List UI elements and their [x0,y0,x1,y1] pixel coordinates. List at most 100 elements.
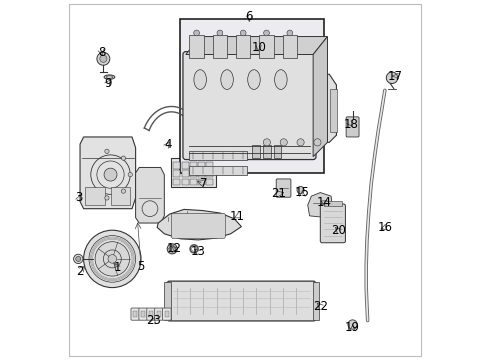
Circle shape [97,52,110,65]
Bar [259,35,274,58]
Circle shape [264,30,270,36]
Circle shape [128,172,132,177]
Bar [181,162,189,168]
Bar [165,311,169,317]
Bar [206,162,213,168]
Circle shape [297,139,304,146]
Text: 16: 16 [378,221,393,234]
FancyBboxPatch shape [346,117,359,137]
Text: 11: 11 [230,210,245,223]
Bar [157,311,161,317]
FancyBboxPatch shape [292,84,306,140]
Circle shape [76,256,81,261]
Polygon shape [157,210,242,240]
Circle shape [280,139,287,146]
FancyBboxPatch shape [155,308,163,320]
FancyBboxPatch shape [275,84,289,140]
Circle shape [263,139,270,146]
Circle shape [348,320,357,329]
Bar [85,187,105,205]
Text: 12: 12 [167,242,181,255]
Bar [263,145,270,158]
Circle shape [121,189,125,193]
Circle shape [240,30,246,36]
Circle shape [108,255,117,263]
Bar [283,35,297,58]
Text: 18: 18 [343,118,358,131]
Bar [190,179,197,185]
FancyBboxPatch shape [320,204,345,243]
Circle shape [100,55,107,62]
Bar [245,89,253,132]
Bar [190,151,246,160]
Text: 5: 5 [137,260,145,273]
Text: 14: 14 [317,196,331,209]
Bar [206,179,213,185]
Circle shape [314,139,321,146]
Bar [190,170,197,177]
Bar [173,170,180,177]
Circle shape [287,30,293,36]
Bar [213,35,227,58]
Bar [164,282,171,320]
Bar [198,162,205,168]
Text: 23: 23 [146,314,161,327]
Bar [206,170,213,177]
Bar [149,311,153,317]
Bar [313,282,318,320]
Text: 13: 13 [190,245,205,258]
Bar [111,187,130,205]
FancyBboxPatch shape [163,308,171,320]
Ellipse shape [247,70,260,89]
Text: 20: 20 [332,224,346,238]
Circle shape [386,72,398,84]
Circle shape [169,246,175,252]
Bar [273,145,281,158]
Circle shape [105,149,109,153]
Polygon shape [248,74,337,146]
Text: 4: 4 [164,138,171,150]
Polygon shape [186,37,327,54]
Bar [133,311,137,317]
Bar [324,201,342,206]
Text: 8: 8 [98,46,105,59]
Circle shape [167,244,177,254]
Ellipse shape [221,70,233,89]
Text: 7: 7 [200,177,207,190]
Circle shape [95,242,129,276]
Bar [190,162,197,168]
Bar [172,158,216,187]
Circle shape [297,186,304,194]
Text: 6: 6 [245,10,253,23]
Polygon shape [136,167,164,223]
Bar [236,35,250,58]
Bar [190,166,246,175]
Bar [330,89,337,132]
Text: 3: 3 [75,192,83,204]
Bar [180,19,324,173]
Bar [173,162,180,168]
Circle shape [217,30,223,36]
Circle shape [74,254,83,264]
FancyBboxPatch shape [131,308,140,320]
Bar [141,311,145,317]
Bar [252,145,260,158]
Polygon shape [80,137,136,209]
FancyBboxPatch shape [183,51,316,159]
Bar [181,170,189,177]
Bar [181,179,189,185]
FancyBboxPatch shape [147,308,155,320]
Ellipse shape [104,75,115,79]
Bar [198,170,205,177]
Circle shape [194,30,199,36]
FancyBboxPatch shape [276,179,291,197]
Polygon shape [313,37,327,157]
Bar [198,179,205,185]
Bar [173,179,180,185]
Bar [190,35,204,58]
Circle shape [84,230,141,288]
Text: 19: 19 [345,321,360,334]
FancyBboxPatch shape [167,281,316,321]
Text: 21: 21 [271,187,287,200]
Text: 15: 15 [295,186,310,199]
